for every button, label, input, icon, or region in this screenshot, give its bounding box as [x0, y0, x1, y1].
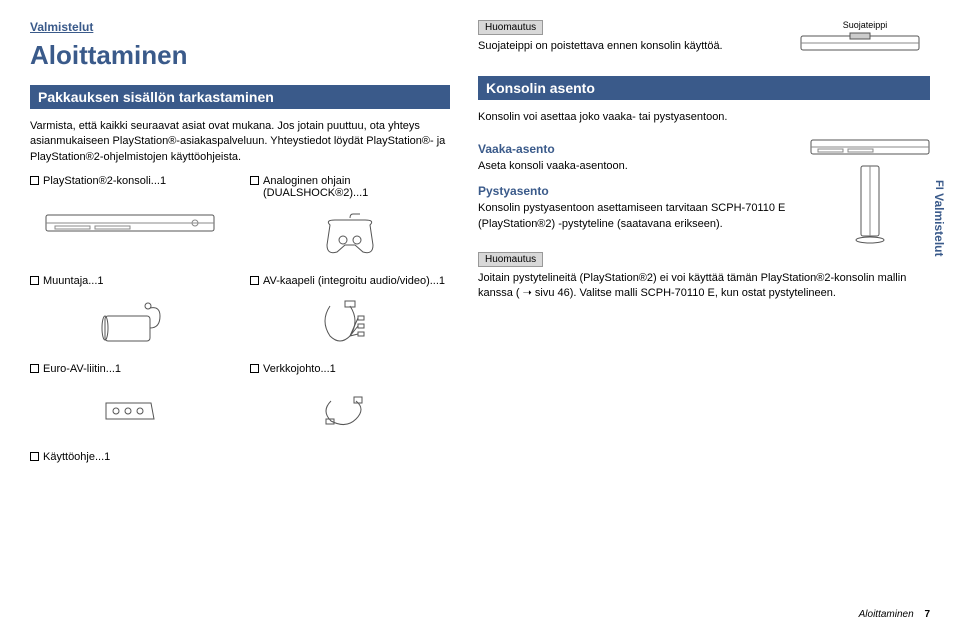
- horiz-text: Aseta konsoli vaaka-asentoon.: [478, 159, 798, 174]
- checkbox-icon: [250, 276, 259, 285]
- item-avcable: AV-kaapeli (integroitu audio/video)...1: [250, 275, 450, 287]
- item-label-text: AV-kaapeli (integroitu audio/video)...1: [263, 275, 445, 287]
- tape-label: Suojateippi: [800, 20, 930, 30]
- checkbox-icon: [250, 176, 259, 185]
- vert-heading: Pystyasento: [478, 184, 798, 198]
- side-label-text: Valmistelut: [932, 193, 946, 256]
- checkbox-icon: [30, 176, 39, 185]
- breadcrumb: Valmistelut: [30, 20, 450, 34]
- section-heading-left: Pakkauksen sisällön tarkastaminen: [30, 85, 450, 109]
- avcable-image: [250, 293, 450, 353]
- vert-console-image: [851, 164, 889, 244]
- item-label-text: Muuntaja...1: [43, 275, 104, 287]
- checkbox-icon: [30, 276, 39, 285]
- powercord-image: [250, 381, 450, 441]
- note-tape-row: Huomautus Suojateippi on poistettava enn…: [478, 20, 930, 64]
- item-console: PlayStation®2-konsoli...1: [30, 175, 230, 187]
- side-label-fi: FI: [933, 180, 945, 190]
- note2-text: Joitain pystytelineitä (PlayStation®2) e…: [478, 271, 930, 302]
- right-intro: Konsolin voi asettaa joko vaaka- tai pys…: [478, 110, 930, 125]
- intro-text: Varmista, että kaikki seuraavat asiat ov…: [30, 119, 450, 165]
- vert-text: Konsolin pystyasentoon asettamiseen tarv…: [478, 201, 798, 232]
- horiz-heading: Vaaka-asento: [478, 142, 798, 156]
- item-label-text: PlayStation®2-konsoli...1: [43, 175, 166, 187]
- adapter-image: [30, 293, 230, 353]
- item-powercord: Verkkojohto...1: [250, 363, 450, 375]
- checkbox-icon: [250, 364, 259, 373]
- page-title: Aloittaminen: [30, 40, 450, 71]
- note-chip: Huomautus: [478, 20, 543, 35]
- note-text: Suojateippi on poistettava ennen konsoli…: [478, 39, 790, 54]
- side-label: FI Valmistelut: [932, 180, 946, 256]
- item-euroav: Euro-AV-liitin...1: [30, 363, 230, 375]
- horiz-console-image: [810, 136, 930, 158]
- item-manual: Käyttöohje...1: [30, 451, 230, 463]
- page-number: 7: [924, 609, 930, 620]
- euroav-image: [30, 381, 230, 441]
- footer: Aloittaminen 7: [859, 609, 930, 620]
- item-label-text: Analoginen ohjain (DUALSHOCK®2)...1: [263, 175, 450, 199]
- item-controller: Analoginen ohjain (DUALSHOCK®2)...1: [250, 175, 450, 199]
- section-heading-right: Konsolin asento: [478, 76, 930, 100]
- note-chip: Huomautus: [478, 252, 543, 267]
- item-adapter: Muuntaja...1: [30, 275, 230, 287]
- item-label-text: Euro-AV-liitin...1: [43, 363, 121, 375]
- checkbox-icon: [30, 364, 39, 373]
- controller-image: [250, 205, 450, 265]
- checkbox-icon: [30, 452, 39, 461]
- item-label-text: Verkkojohto...1: [263, 363, 336, 375]
- item-label-text: Käyttöohje...1: [43, 451, 110, 463]
- tape-image: Suojateippi: [800, 20, 930, 54]
- footer-title: Aloittaminen: [859, 609, 914, 620]
- console-image: [30, 193, 230, 253]
